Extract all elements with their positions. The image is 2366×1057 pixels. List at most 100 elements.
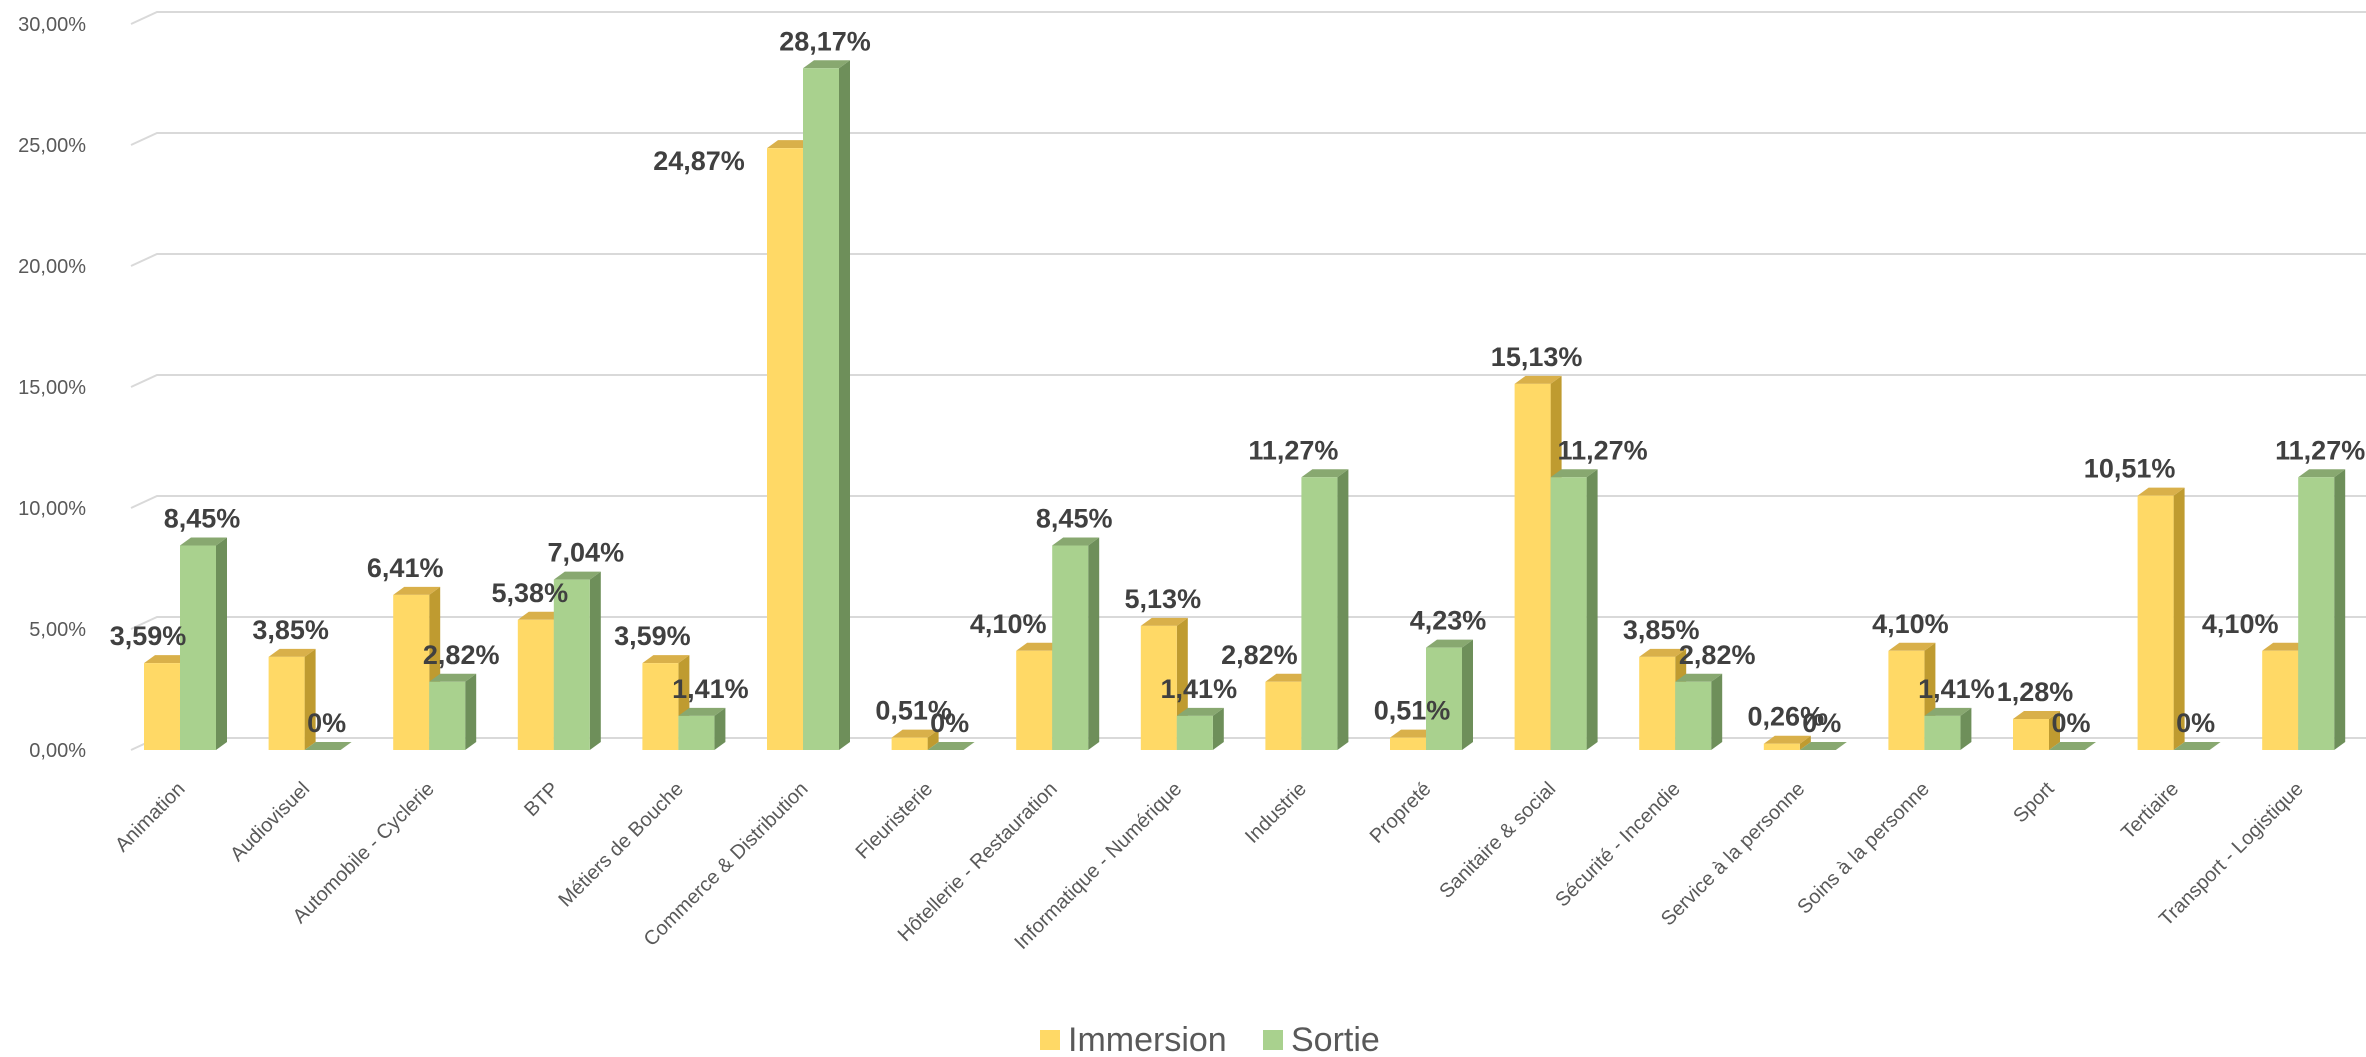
data-label-immersion: 10,51%	[2084, 454, 2176, 484]
bar-sortie	[553, 571, 601, 750]
bar-side	[1586, 469, 1598, 750]
bar-top	[1052, 537, 1100, 546]
bar-side	[2049, 711, 2060, 750]
bar-front	[1265, 681, 1302, 750]
bar-side	[1711, 673, 1723, 750]
data-label-sortie: 0%	[2051, 708, 2090, 738]
bar-sortie	[927, 742, 975, 750]
category-label: Fleuristerie	[852, 778, 938, 864]
bar-side	[839, 60, 850, 750]
category-label: Sport	[2009, 778, 2059, 828]
data-labels: 3,59% 8,45% 3,85% 0% 6,41% 2,82% 5,38% 7,04% 3,5…	[110, 26, 2366, 738]
bar-top	[429, 673, 477, 682]
bar-sortie	[429, 673, 477, 750]
data-label-immersion: 4,10%	[2202, 609, 2279, 639]
bar-side	[1462, 639, 1473, 750]
data-label-sortie: 28,17%	[779, 26, 871, 56]
bar-sortie	[803, 60, 850, 750]
legend-swatch-immersion	[1040, 1030, 1060, 1050]
data-label-immersion: 1,28%	[1997, 677, 2074, 707]
data-label-immersion: 3,59%	[614, 621, 691, 651]
bar-top	[2049, 742, 2096, 750]
data-label-sortie: 0%	[930, 708, 969, 738]
data-label-sortie: 11,27%	[2275, 435, 2365, 465]
bar-front	[1016, 650, 1053, 750]
bar-immersion	[2013, 711, 2060, 750]
bar-front	[2013, 719, 2049, 750]
bar-sortie	[1924, 707, 1972, 750]
bar-top	[2137, 487, 2185, 496]
y-tick-label: 10,00%	[18, 498, 86, 520]
bar-front	[553, 579, 590, 750]
data-label-immersion: 3,59%	[110, 621, 187, 651]
bar-top	[1675, 673, 1723, 682]
bar-top	[1763, 735, 1811, 744]
data-label-sortie: 2,82%	[1679, 640, 1756, 670]
bar-side	[927, 729, 939, 750]
category-label: Sécurité - Incendie	[1551, 778, 1684, 911]
bar-sortie	[1176, 707, 1224, 750]
bar-front	[1888, 650, 1925, 750]
data-label-immersion: 4,10%	[970, 609, 1047, 639]
data-label-immersion: 4,10%	[1872, 609, 1949, 639]
bar-front	[180, 545, 216, 750]
gridline	[130, 253, 2366, 267]
bar-top	[642, 655, 690, 664]
bar-sortie	[2049, 742, 2096, 750]
bar-front	[393, 594, 430, 750]
data-label-immersion: 3,85%	[1623, 615, 1700, 645]
bar-sortie	[1799, 742, 1847, 750]
bar-top	[927, 742, 975, 750]
bar-front	[2137, 495, 2174, 750]
bar-front	[517, 619, 554, 750]
bar-front	[1924, 715, 1961, 750]
bar-top	[2013, 711, 2060, 720]
data-label-sortie: 0%	[307, 708, 346, 738]
bar-top	[1176, 707, 1224, 716]
bar-top	[1265, 673, 1313, 682]
data-label-sortie: 8,45%	[164, 504, 241, 534]
bar-top	[891, 729, 939, 738]
bar-sortie	[1675, 673, 1723, 750]
data-label-sortie: 1,41%	[1161, 674, 1238, 704]
bar-front	[678, 715, 715, 750]
bar-side	[2173, 487, 2185, 750]
bar-sortie	[2298, 469, 2346, 750]
y-tick-label: 5,00%	[29, 619, 86, 641]
gridline	[130, 374, 2366, 388]
data-label-immersion: 24,87%	[653, 146, 745, 176]
bar-front	[1763, 743, 1800, 750]
bar-top	[678, 707, 726, 716]
data-label-sortie: 0%	[1802, 708, 1841, 738]
category-label: Tertiaire	[2117, 778, 2183, 844]
data-label-immersion: 5,13%	[1125, 584, 1202, 614]
bar-top	[1799, 742, 1847, 750]
bar-sortie	[180, 537, 227, 750]
bar-top	[144, 655, 191, 664]
category-label: Métiers de Bouche	[554, 778, 687, 911]
bar-side	[465, 673, 477, 750]
y-axis-ticks: 0,00% 5,00% 10,00% 15,00% 20,00% 25,00% 30,00%	[18, 14, 86, 762]
bar-front	[1675, 681, 1712, 750]
data-label-immersion: 15,13%	[1491, 342, 1583, 372]
bar-immersion	[1763, 735, 1811, 750]
bar-top	[1639, 648, 1687, 657]
data-label-sortie: 7,04%	[548, 538, 625, 568]
bar-side	[1337, 469, 1349, 750]
legend-swatch-sortie	[1263, 1030, 1283, 1050]
bar-side	[1799, 735, 1811, 750]
bar-top	[1924, 707, 1972, 716]
bar-front	[2262, 650, 2299, 750]
gridline	[130, 616, 2366, 630]
bar-front	[1301, 477, 1338, 750]
bar-front	[144, 663, 180, 750]
bar-sortie	[1426, 639, 1473, 750]
bar-immersion	[891, 729, 939, 750]
data-label-immersion: 0,26%	[1748, 702, 1825, 732]
data-label-immersion: 3,85%	[252, 615, 329, 645]
bar-immersion	[2137, 487, 2185, 750]
data-label-sortie: 11,27%	[1248, 435, 1338, 465]
category-label: Audiovisuel	[226, 778, 314, 866]
bar-sortie	[304, 742, 352, 750]
